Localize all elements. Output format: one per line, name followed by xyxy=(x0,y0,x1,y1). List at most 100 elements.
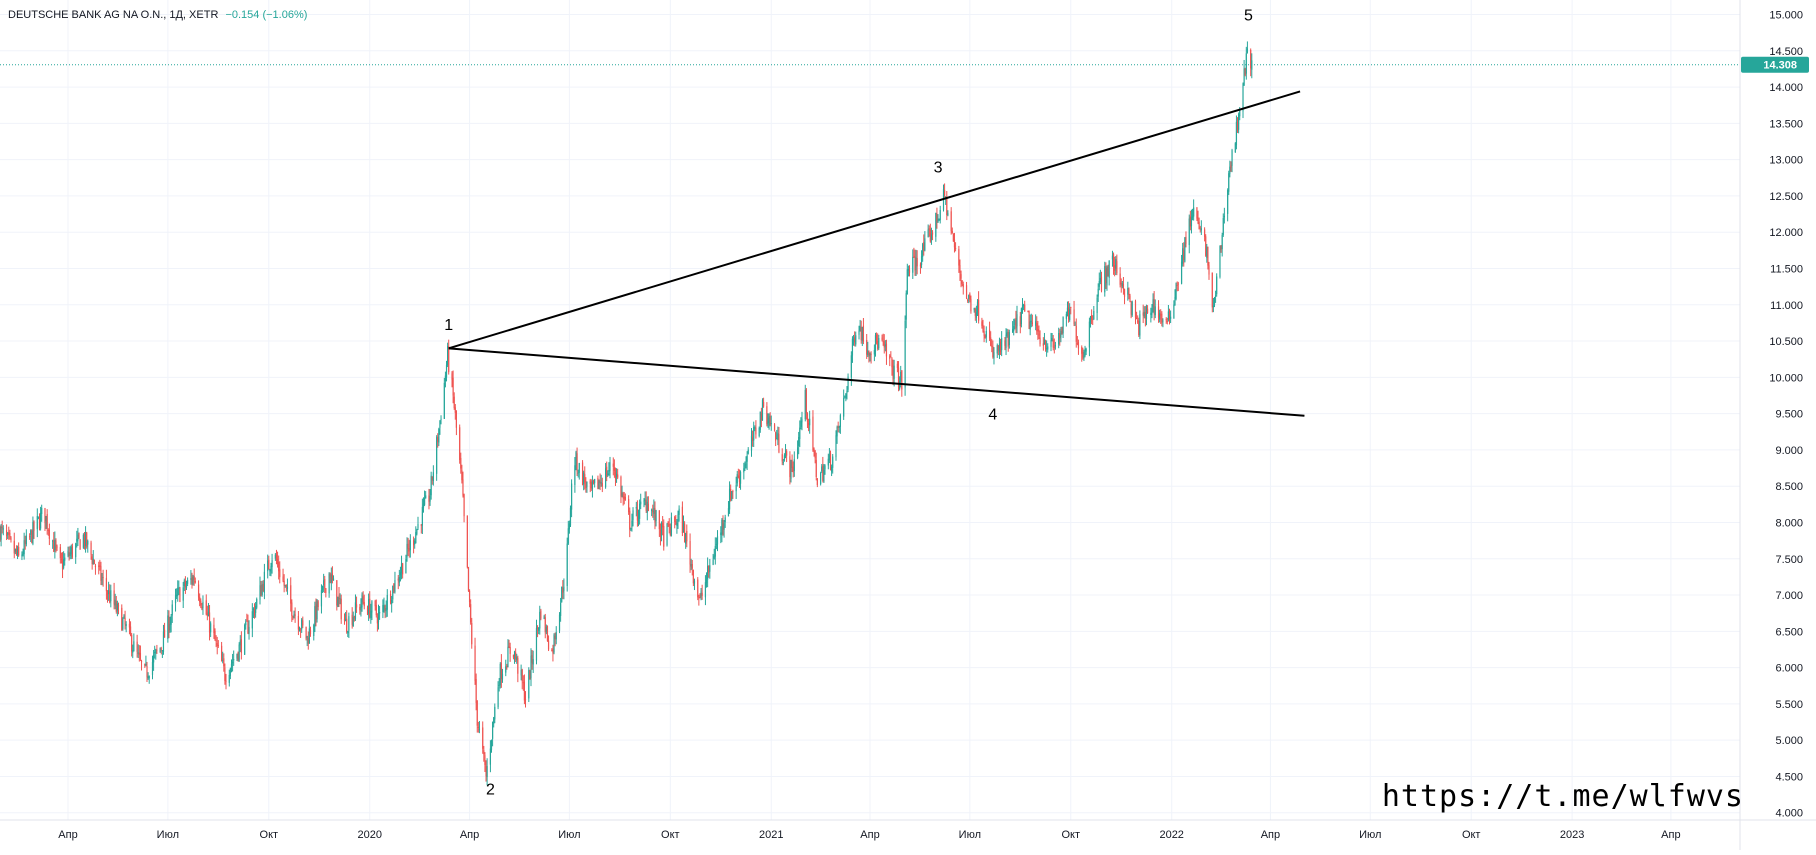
candle-body xyxy=(991,345,993,347)
candle-body xyxy=(259,585,261,600)
candle-body xyxy=(86,532,88,547)
candle-body xyxy=(324,579,326,589)
candle-body xyxy=(282,576,284,581)
candle-body xyxy=(116,603,118,611)
candle-body xyxy=(286,586,289,589)
candle-body xyxy=(1176,284,1178,286)
candle-body xyxy=(722,521,724,528)
candle-body xyxy=(915,257,917,271)
candle-body xyxy=(1185,236,1187,245)
candle-body xyxy=(1014,319,1016,326)
candle-body xyxy=(1104,266,1106,293)
candle-body xyxy=(1139,314,1141,336)
candle-body xyxy=(1250,49,1252,69)
candle-body xyxy=(988,329,991,339)
candle-body xyxy=(823,469,825,482)
candle-body xyxy=(750,435,753,451)
candle-body xyxy=(486,766,488,778)
candle-body xyxy=(13,540,15,554)
candle-body xyxy=(146,666,148,678)
candle-body xyxy=(423,497,426,505)
candle-body xyxy=(523,681,526,701)
candle-body xyxy=(861,327,863,341)
candle-body xyxy=(9,533,11,537)
candle-body xyxy=(1146,308,1149,314)
candle-body xyxy=(574,465,576,485)
last-price-line-layer: 14.308 xyxy=(0,56,1809,73)
candle-body xyxy=(820,473,822,485)
candle-body xyxy=(758,427,760,436)
price-tick-label: 9.500 xyxy=(1775,409,1803,421)
candle-body xyxy=(663,526,665,547)
symbol-legend[interactable]: DEUTSCHE BANK AG NA O.N., 1Д, XETR −0.15… xyxy=(8,9,307,21)
time-tick-label: Июл xyxy=(157,829,179,841)
candle-body xyxy=(1160,314,1162,316)
candle-body xyxy=(862,325,865,342)
candle-body xyxy=(583,472,585,485)
candle-body xyxy=(10,537,12,540)
candle-body xyxy=(822,465,824,481)
candle-body xyxy=(397,578,399,581)
price-tick-label: 14.000 xyxy=(1769,82,1803,94)
candle-body xyxy=(1229,166,1231,174)
candle-body xyxy=(179,588,181,602)
candle-body xyxy=(38,518,41,529)
candle-body xyxy=(376,616,379,624)
candle-body xyxy=(524,699,527,701)
candle-body xyxy=(1244,68,1246,76)
candle-body xyxy=(325,588,327,593)
candle-body xyxy=(723,523,725,530)
candle-body xyxy=(713,555,715,559)
candle-body xyxy=(1145,307,1148,319)
candle-body xyxy=(36,516,38,530)
candle-body xyxy=(394,580,396,593)
candle-body xyxy=(951,230,953,233)
candle-body xyxy=(831,466,833,472)
candle-body xyxy=(1157,306,1160,318)
candle-body xyxy=(708,565,710,573)
candle-body xyxy=(24,540,26,544)
candle-body xyxy=(194,580,196,583)
price-tick-label: 6.000 xyxy=(1775,663,1803,675)
time-tick-label: 2023 xyxy=(1560,829,1584,841)
candle-body xyxy=(1008,332,1010,346)
candle-body xyxy=(94,565,97,567)
candle-body xyxy=(452,377,454,396)
candle-body xyxy=(1227,190,1229,214)
candle-body xyxy=(170,616,172,625)
candle-body xyxy=(475,679,477,703)
candle-body xyxy=(922,244,924,257)
candle-body xyxy=(697,579,699,598)
candle-body xyxy=(838,425,840,428)
candle-body xyxy=(1069,309,1071,321)
candle-body xyxy=(1120,282,1122,285)
candle-body xyxy=(137,652,139,654)
candle-body xyxy=(247,621,249,634)
candle-body xyxy=(1196,207,1198,219)
candle-body xyxy=(1150,312,1152,316)
candle-body xyxy=(939,210,941,221)
candle-body xyxy=(1165,319,1167,321)
candle-body xyxy=(975,312,978,318)
candle-body xyxy=(1088,321,1091,348)
candle-body xyxy=(581,462,584,486)
candle-body xyxy=(133,641,135,652)
candle-body xyxy=(591,481,594,489)
candle-body xyxy=(837,426,839,428)
candle-body xyxy=(974,308,976,316)
time-axis[interactable]: Апр Июл Окт 2020 Апр Июл Окт 2021 Апр Июл Окт 2022 А… xyxy=(0,819,1816,841)
candle-body xyxy=(928,228,930,230)
candle-body xyxy=(855,335,857,345)
candle-body xyxy=(900,371,902,382)
candle-body xyxy=(44,507,46,523)
candle-body xyxy=(798,436,800,446)
candle-body xyxy=(45,516,47,522)
candle-body xyxy=(1246,48,1249,53)
candle-body xyxy=(769,415,771,426)
price-axis[interactable]: 15.000 14.500 14.000 13.500 13.000 12.500 12.0… xyxy=(1739,0,1803,850)
candle-body xyxy=(1212,305,1214,308)
candle-body xyxy=(1111,255,1114,260)
candle-body xyxy=(809,418,811,426)
